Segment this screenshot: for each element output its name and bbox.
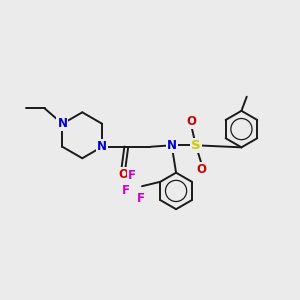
- Text: O: O: [186, 115, 197, 128]
- Text: F: F: [122, 184, 130, 197]
- Text: O: O: [118, 168, 128, 181]
- Text: O: O: [197, 163, 207, 176]
- Text: F: F: [128, 169, 136, 182]
- Text: S: S: [191, 139, 201, 152]
- Text: N: N: [57, 117, 68, 130]
- Text: N: N: [97, 140, 107, 153]
- Text: F: F: [136, 192, 145, 205]
- Text: N: N: [167, 139, 177, 152]
